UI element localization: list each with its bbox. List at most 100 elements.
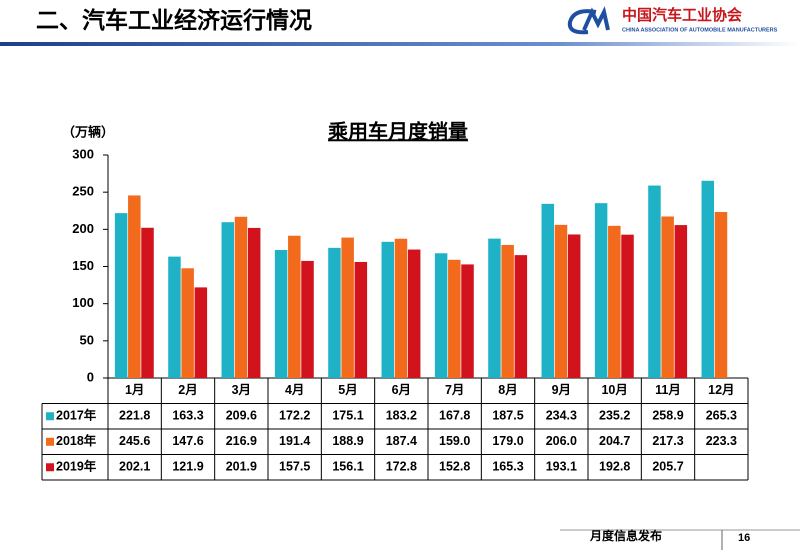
bar [381, 241, 395, 378]
table-value: 221.8 [119, 409, 150, 423]
bar [354, 261, 368, 378]
table-value: 193.1 [546, 460, 577, 474]
y-unit: （万辆） [62, 124, 114, 139]
y-tick-label: 50 [80, 332, 94, 347]
org-name: 中国汽车工业协会 [622, 6, 742, 24]
bar [194, 287, 208, 378]
table-value: 147.6 [172, 434, 203, 448]
bar [714, 212, 728, 378]
bar [621, 234, 634, 378]
footer-label: 月度信息发布 [589, 528, 662, 543]
x-tick-label: 5月 [338, 383, 357, 397]
table-value: 235.2 [599, 409, 630, 423]
x-tick-label: 9月 [552, 383, 571, 397]
bar [701, 180, 715, 378]
header-rule [0, 42, 800, 46]
bar [501, 244, 514, 378]
bar [114, 213, 128, 378]
table-value: 245.6 [119, 434, 150, 448]
table-value: 172.8 [386, 460, 417, 474]
table-value: 206.0 [546, 434, 577, 448]
bar [407, 249, 421, 378]
table-value: 157.5 [279, 460, 310, 474]
table-value: 121.9 [172, 460, 203, 474]
bar [288, 235, 301, 378]
bar [247, 227, 261, 378]
legend-swatch [46, 437, 54, 446]
chart-title: 乘用车月度销量 [327, 119, 468, 143]
x-tick-label: 4月 [285, 383, 304, 397]
table-value: 187.5 [492, 409, 523, 423]
bar [448, 259, 461, 378]
table-value: 191.4 [279, 434, 310, 448]
page-number: 16 [738, 532, 750, 544]
table-value: 159.0 [439, 434, 470, 448]
table-value: 234.3 [546, 409, 577, 423]
table-value: 217.3 [652, 434, 683, 448]
x-tick-label: 6月 [392, 383, 411, 397]
bar [341, 237, 354, 378]
bar [301, 260, 314, 378]
table-value: 165.3 [492, 460, 523, 474]
x-tick-label: 12月 [708, 383, 734, 397]
legend-label: 2018年 [56, 433, 97, 448]
table-value: 204.7 [599, 434, 630, 448]
table-value: 179.0 [492, 434, 523, 448]
table-value: 163.3 [172, 409, 203, 423]
bar [274, 249, 288, 378]
table-value: 201.9 [226, 460, 257, 474]
table-value: 202.1 [119, 460, 150, 474]
table-value: 156.1 [332, 460, 363, 474]
table-value: 205.7 [652, 460, 683, 474]
table-value: 175.1 [332, 409, 363, 423]
bar [661, 216, 674, 378]
table-value: 183.2 [386, 409, 417, 423]
table-value: 265.3 [706, 409, 737, 423]
table-value: 188.9 [332, 434, 363, 448]
legend-label: 2019年 [56, 459, 97, 474]
bar [168, 256, 181, 378]
table-value: 187.4 [386, 434, 417, 448]
logo [567, 6, 610, 35]
y-tick-label: 200 [72, 221, 94, 236]
legend-swatch [46, 463, 54, 472]
bar [328, 247, 341, 378]
slide-title: 二、汽车工业经济运行情况 [36, 7, 312, 33]
bar [181, 268, 194, 378]
x-tick-label: 11月 [655, 383, 681, 397]
bar [461, 264, 474, 378]
y-tick-label: 250 [72, 184, 94, 199]
bar [608, 225, 621, 378]
table-value: 258.9 [652, 409, 683, 423]
bar [394, 238, 408, 378]
table-value: 152.8 [439, 460, 470, 474]
bar [234, 216, 248, 378]
table-value: 216.9 [226, 434, 257, 448]
bar [434, 253, 448, 378]
bar [514, 255, 528, 378]
bar [128, 195, 141, 378]
y-tick-label: 150 [72, 258, 94, 273]
bar [554, 224, 568, 378]
bar [141, 227, 154, 378]
bar [648, 185, 661, 378]
bar [541, 203, 555, 378]
legend-swatch [46, 412, 54, 421]
bar [674, 225, 688, 378]
bar [488, 238, 501, 378]
x-tick-label: 2月 [178, 383, 197, 397]
y-tick-label: 0 [87, 369, 94, 384]
table-value: 223.3 [706, 434, 737, 448]
table-value: 167.8 [439, 409, 470, 423]
x-tick-label: 8月 [498, 383, 517, 397]
table-value: 192.8 [599, 460, 630, 474]
x-tick-label: 3月 [232, 383, 251, 397]
x-tick-label: 7月 [445, 383, 464, 397]
table-value: 209.6 [226, 409, 257, 423]
y-tick-label: 300 [72, 146, 94, 161]
bar [567, 234, 581, 378]
table-value: 172.2 [279, 409, 310, 423]
x-tick-label: 1月 [125, 383, 144, 397]
y-tick-label: 100 [72, 295, 94, 310]
